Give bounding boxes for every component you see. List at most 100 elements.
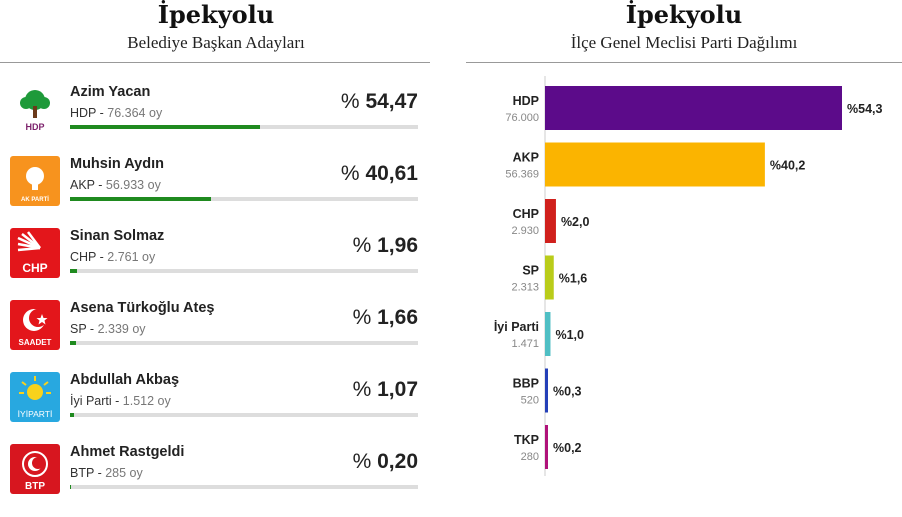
party-distribution-chart: HDP 76.000 %54,3 AKP 56.369 %40,2 CHP 2.930 %2,0…	[494, 76, 882, 476]
candidate-percentage: % 1,07	[353, 378, 418, 402]
percent-value: 1,66	[377, 306, 418, 329]
svg-text:BTP: BTP	[25, 481, 45, 492]
candidate-percentage: % 1,66	[353, 306, 418, 330]
vote-share-bar	[70, 341, 76, 345]
category-label: AKP	[513, 151, 539, 165]
percent-value: 40,61	[365, 162, 418, 185]
akp-logo-icon: AK PARTİ	[10, 156, 60, 206]
candidate-row: İYİPARTİ Abdullah Akbaş İyi Parti - 1.512 …	[0, 372, 432, 438]
candidate-party: CHP	[70, 250, 97, 264]
candidate-party-votes: CHP - 2.761 oy	[70, 250, 156, 264]
svg-text:SAADET: SAADET	[19, 338, 52, 347]
candidate-party: AKP	[70, 178, 95, 192]
value-label: %2,0	[561, 215, 590, 229]
sp-logo-icon: SAADET	[10, 300, 60, 350]
left-divider	[0, 62, 430, 63]
value-label: %40,2	[770, 159, 805, 173]
btp-logo-icon: BTP	[10, 444, 60, 494]
right-title: İpekyolu	[625, 0, 743, 29]
left-title: İpekyolu	[157, 0, 275, 29]
svg-text:İYİPARTİ: İYİPARTİ	[18, 409, 53, 419]
candidate-name: Sinan Solmaz	[70, 228, 165, 244]
candidate-votes: 1.512 oy	[122, 394, 171, 408]
candidate-row: CHP Sinan Solmaz CHP - 2.761 oy% 1,96	[0, 228, 432, 294]
candidate-name: Asena Türkoğlu Ateş	[70, 300, 215, 316]
bar-akp	[545, 142, 765, 187]
votes-label: 76.000	[505, 112, 539, 124]
bar-hdp	[545, 86, 842, 130]
candidate-party-votes: İyi Parti - 1.512 oy	[70, 394, 171, 408]
candidate-votes: 76.364 oy	[107, 106, 163, 120]
candidate-row: AK PARTİ Muhsin Aydın AKP - 56.933 oy% 40,…	[0, 156, 432, 222]
category-label: HDP	[513, 94, 539, 108]
percent-sign: %	[340, 162, 360, 185]
candidate-name: Ahmet Rastgeldi	[70, 444, 185, 460]
candidate-votes: 2.339 oy	[97, 322, 146, 336]
value-label: %54,3	[847, 102, 882, 116]
candidate-votes: 56.933 oy	[105, 178, 161, 192]
vote-share-track	[70, 269, 418, 273]
percent-sign: %	[352, 450, 372, 473]
category-label: BBP	[513, 377, 539, 391]
vote-share-bar	[70, 269, 77, 273]
right-divider	[466, 62, 902, 63]
percent-value: 54,47	[365, 90, 418, 113]
candidate-party: SP	[70, 322, 87, 336]
votes-label: 280	[521, 451, 539, 463]
candidate-row: BTP Ahmet Rastgeldi BTP - 285 oy% 0,20	[0, 444, 432, 510]
bar-i-yi-parti	[545, 312, 551, 356]
vote-share-bar	[70, 197, 212, 201]
value-label: %0,3	[553, 385, 582, 399]
vote-share-track	[70, 485, 418, 489]
svg-text:CHP: CHP	[22, 261, 47, 275]
category-label: SP	[522, 264, 539, 278]
candidate-votes: 285 oy	[105, 466, 143, 480]
value-label: %1,6	[559, 272, 588, 286]
percent-value: 1,07	[377, 378, 418, 401]
percent-sign: %	[352, 378, 372, 401]
council-distribution-panel: İpekyolu İlçe Genel Meclisi Parti Dağılı…	[466, 0, 902, 517]
candidate-name: Azim Yacan	[70, 84, 151, 100]
bar-tkp	[545, 425, 548, 469]
votes-label: 520	[521, 395, 539, 407]
candidate-party: HDP	[70, 106, 97, 120]
candidate-votes: 2.761 oy	[107, 250, 156, 264]
candidate-party-votes: AKP - 56.933 oy	[70, 178, 161, 192]
svg-text:HDP: HDP	[25, 122, 44, 132]
percent-sign: %	[340, 90, 360, 113]
vote-share-track	[70, 125, 418, 129]
candidate-percentage: % 0,20	[353, 450, 418, 474]
iyi-logo-icon: İYİPARTİ	[10, 372, 60, 422]
candidate-row: HDP Azim Yacan HDP - 76.364 oy% 54,47	[0, 84, 432, 150]
vote-share-track	[70, 413, 418, 417]
vote-share-track	[70, 197, 418, 201]
candidate-name: Abdullah Akbaş	[70, 372, 180, 388]
left-subtitle: Belediye Başkan Adayları	[127, 33, 305, 52]
right-subtitle: İlçe Genel Meclisi Parti Dağılımı	[570, 33, 798, 52]
percent-value: 1,96	[377, 234, 418, 257]
candidate-percentage: % 1,96	[353, 234, 418, 258]
mayor-candidates-panel: İpekyolu Belediye Başkan Adayları HDP Azi…	[0, 0, 432, 517]
vote-share-bar	[70, 125, 260, 129]
bar-bbp	[545, 368, 548, 413]
vote-share-track	[70, 341, 418, 345]
svg-text:AK PARTİ: AK PARTİ	[21, 196, 49, 203]
votes-label: 56.369	[505, 169, 539, 181]
candidate-percentage: % 54,47	[341, 90, 418, 114]
candidate-party-votes: SP - 2.339 oy	[70, 322, 146, 336]
candidate-party: İyi Parti	[70, 394, 112, 408]
category-label: CHP	[513, 207, 539, 221]
candidate-name: Muhsin Aydın	[70, 156, 164, 172]
candidate-percentage: % 40,61	[341, 162, 418, 186]
percent-value: 0,20	[377, 450, 418, 473]
chp-logo-icon: CHP	[10, 228, 60, 278]
value-label: %0,2	[553, 441, 582, 455]
candidate-party-votes: HDP - 76.364 oy	[70, 106, 163, 120]
bar-sp	[545, 255, 554, 300]
candidate-party-votes: BTP - 285 oy	[70, 466, 143, 480]
candidate-party: BTP	[70, 466, 95, 480]
hdp-logo-icon: HDP	[10, 84, 60, 134]
percent-sign: %	[352, 234, 372, 257]
percent-sign: %	[352, 306, 372, 329]
value-label: %1,0	[555, 328, 584, 342]
